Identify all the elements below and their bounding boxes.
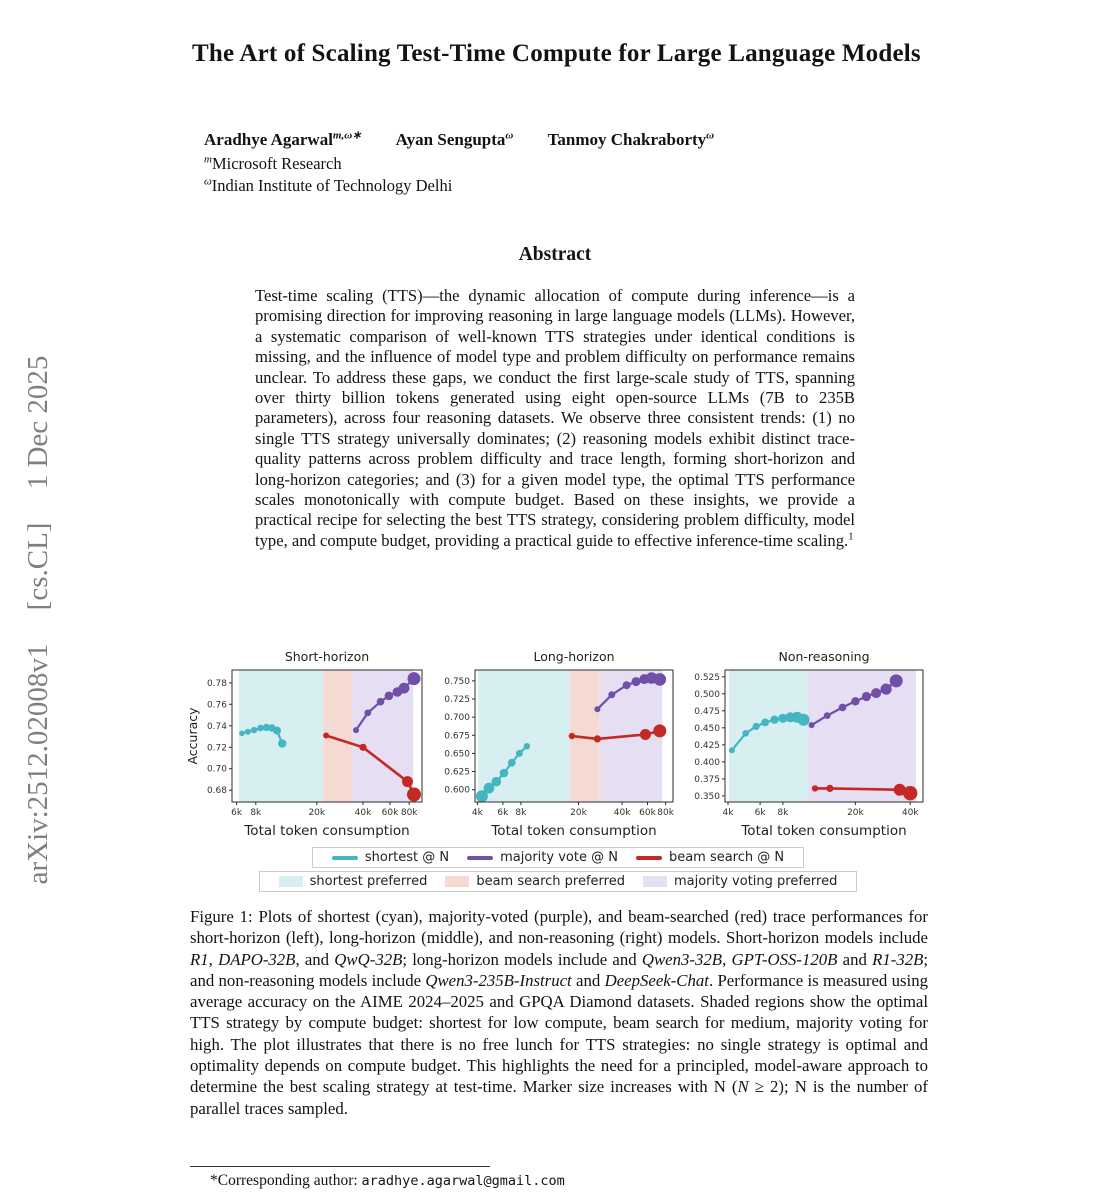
legend-patches-row: shortest preferred beam search preferred… bbox=[184, 871, 932, 892]
arxiv-date: 1 Dec 2025 bbox=[22, 355, 54, 490]
abstract-heading: Abstract bbox=[518, 244, 592, 265]
svg-text:0.725: 0.725 bbox=[444, 695, 470, 705]
svg-text:8k: 8k bbox=[250, 808, 262, 818]
author-line: Aradhye Agarwalm,ω∗ Ayan Senguptaω Tanmo… bbox=[204, 130, 924, 150]
svg-text:0.70: 0.70 bbox=[207, 765, 227, 775]
paper-title: The Art of Scaling Test-Time Compute for… bbox=[192, 40, 921, 67]
svg-text:80k: 80k bbox=[657, 808, 674, 818]
svg-text:Long-horizon: Long-horizon bbox=[533, 649, 614, 664]
svg-text:Short-horizon: Short-horizon bbox=[285, 649, 369, 664]
svg-text:40k: 40k bbox=[902, 808, 919, 818]
chart-non-reasoning: 0.350 0.375 0.400 0.425 0.450 0.475 0.500 0.525… bbox=[685, 648, 932, 844]
svg-text:60k: 60k bbox=[382, 808, 399, 818]
svg-text:20k: 20k bbox=[570, 808, 587, 818]
arxiv-watermark: arXiv:2512.02008v1 [cs.CL] 1 Dec 2025 bbox=[22, 320, 62, 920]
svg-text:0.500: 0.500 bbox=[694, 690, 720, 700]
abstract-text: Test-time scaling (TTS)—the dynamic allo… bbox=[255, 286, 855, 550]
svg-text:0.68: 0.68 bbox=[207, 786, 227, 796]
author-block: Aradhye Agarwalm,ω∗ Ayan Senguptaω Tanmo… bbox=[204, 130, 924, 196]
legend-item-beam: beam search @ N bbox=[635, 850, 784, 865]
svg-text:8k: 8k bbox=[777, 808, 789, 818]
svg-text:6k: 6k bbox=[497, 808, 509, 818]
corresponding-author-footnote: *Corresponding author: aradhye.agarwal@g… bbox=[210, 1172, 565, 1189]
svg-text:20k: 20k bbox=[308, 808, 325, 818]
svg-text:0.350: 0.350 bbox=[694, 792, 720, 802]
svg-text:Non-reasoning: Non-reasoning bbox=[778, 649, 869, 664]
svg-text:60k: 60k bbox=[639, 808, 656, 818]
figure-charts-row: 0.68 0.70 0.72 0.74 0.76 0.78 6k 8k 20k 40k 60k 80k… bbox=[184, 648, 932, 844]
shortest-region-swatch bbox=[278, 876, 303, 887]
affiliation-1: mMicrosoft Research bbox=[204, 153, 342, 173]
svg-text:0.425: 0.425 bbox=[694, 741, 720, 751]
svg-text:0.375: 0.375 bbox=[694, 775, 720, 785]
legend-lines-box: shortest @ N majority vote @ N beam sear… bbox=[311, 847, 805, 868]
svg-text:6k: 6k bbox=[231, 808, 243, 818]
svg-text:40k: 40k bbox=[613, 808, 630, 818]
svg-text:Total token consumption: Total token consumption bbox=[490, 823, 656, 839]
svg-text:0.400: 0.400 bbox=[694, 758, 720, 768]
legend-item-shortest: shortest @ N bbox=[331, 850, 449, 865]
beam-line-swatch bbox=[635, 855, 662, 860]
figure-caption: Figure 1: Plots of shortest (cyan), majo… bbox=[190, 907, 929, 1118]
arxiv-id: arXiv:2512.02008v1 bbox=[22, 643, 54, 885]
author-1: Aradhye Agarwalm,ω∗ bbox=[204, 129, 362, 149]
chart-long-horizon: 0.600 0.625 0.650 0.675 0.700 0.725 0.750 4k 6k 8… bbox=[435, 648, 682, 844]
svg-text:0.525: 0.525 bbox=[694, 673, 720, 683]
svg-text:0.76: 0.76 bbox=[207, 700, 227, 710]
svg-text:8k: 8k bbox=[515, 808, 527, 818]
legend-item-shortest-region: shortest preferred bbox=[278, 874, 427, 889]
svg-text:6k: 6k bbox=[755, 808, 767, 818]
svg-text:4k: 4k bbox=[723, 808, 735, 818]
legend-item-majority-region: majority voting preferred bbox=[642, 874, 837, 889]
svg-text:0.650: 0.650 bbox=[444, 749, 470, 759]
majority-region-swatch bbox=[642, 876, 667, 887]
svg-text:0.675: 0.675 bbox=[444, 731, 470, 741]
svg-text:Total token consumption: Total token consumption bbox=[243, 823, 409, 839]
svg-text:0.72: 0.72 bbox=[207, 743, 227, 753]
svg-text:0.600: 0.600 bbox=[444, 786, 470, 796]
svg-text:40k: 40k bbox=[355, 808, 372, 818]
svg-text:0.750: 0.750 bbox=[444, 677, 470, 687]
footnote-rule bbox=[190, 1166, 490, 1167]
legend-lines-row: shortest @ N majority vote @ N beam sear… bbox=[184, 847, 932, 868]
legend-item-majority: majority vote @ N bbox=[467, 850, 618, 865]
svg-text:0.450: 0.450 bbox=[694, 724, 720, 734]
beam-region-swatch bbox=[445, 876, 470, 887]
svg-text:4k: 4k bbox=[471, 808, 483, 818]
svg-text:0.74: 0.74 bbox=[207, 722, 227, 732]
svg-text:0.700: 0.700 bbox=[444, 713, 470, 723]
author-3: Tanmoy Chakrabortyω bbox=[547, 129, 715, 149]
arxiv-category: [cs.CL] bbox=[22, 522, 54, 611]
svg-text:Total token consumption: Total token consumption bbox=[740, 823, 906, 839]
legend-item-beam-region: beam search preferred bbox=[445, 874, 625, 889]
figure-1: 0.68 0.70 0.72 0.74 0.76 0.78 6k 8k 20k 40k 60k 80k… bbox=[184, 648, 932, 892]
chart-short-horizon: 0.68 0.70 0.72 0.74 0.76 0.78 6k 8k 20k 40k 60k 80k… bbox=[184, 648, 431, 844]
affiliation-2: ωIndian Institute of Technology Delhi bbox=[204, 175, 453, 195]
svg-text:20k: 20k bbox=[847, 808, 864, 818]
svg-text:0.78: 0.78 bbox=[207, 679, 227, 689]
svg-text:80k: 80k bbox=[401, 808, 418, 818]
author-2: Ayan Senguptaω bbox=[395, 129, 514, 149]
svg-text:Accuracy: Accuracy bbox=[185, 707, 200, 765]
shortest-line-swatch bbox=[331, 855, 358, 860]
svg-text:0.475: 0.475 bbox=[694, 707, 720, 717]
majority-line-swatch bbox=[467, 855, 494, 860]
svg-text:0.625: 0.625 bbox=[444, 768, 470, 778]
legend-patches-box: shortest preferred beam search preferred… bbox=[258, 871, 858, 892]
